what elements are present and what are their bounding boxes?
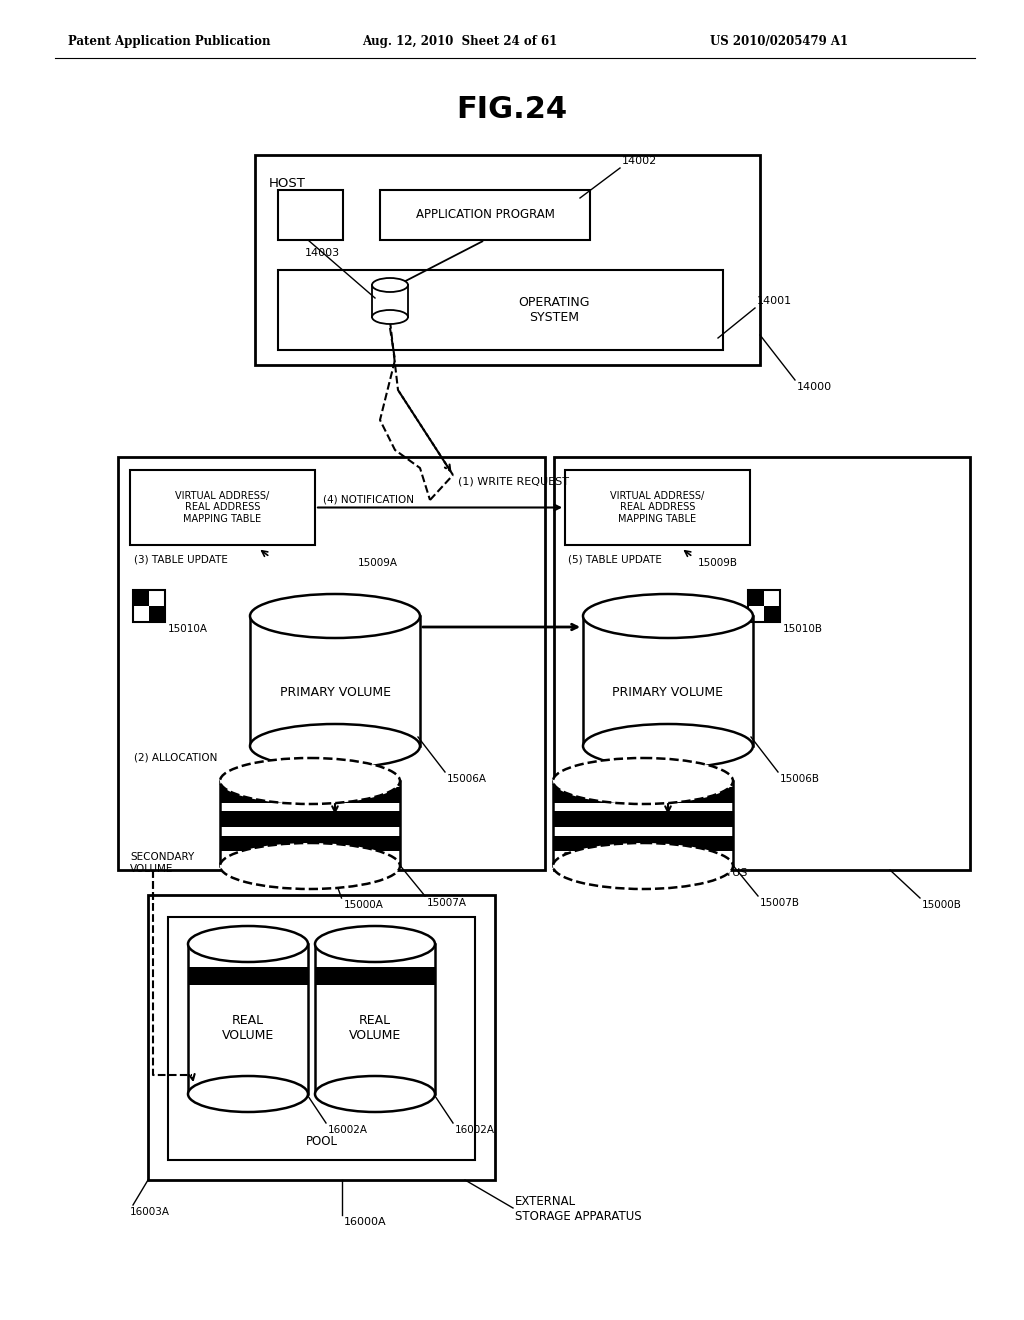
Text: REAL
VOLUME: REAL VOLUME: [222, 1014, 274, 1041]
Text: OPERATING
SYSTEM: OPERATING SYSTEM: [518, 296, 590, 323]
Ellipse shape: [583, 723, 753, 768]
Ellipse shape: [220, 843, 400, 888]
Bar: [278, 190, 343, 240]
Ellipse shape: [250, 723, 420, 768]
Bar: [315, 944, 435, 1094]
Bar: [220, 787, 400, 803]
Text: 15007A: 15007A: [427, 898, 467, 908]
Bar: [553, 781, 733, 866]
Ellipse shape: [188, 1076, 308, 1111]
Bar: [220, 836, 400, 851]
Text: (2) ALLOCATION: (2) ALLOCATION: [134, 752, 217, 762]
Bar: [220, 812, 400, 828]
Text: 14003: 14003: [305, 248, 340, 257]
Ellipse shape: [553, 843, 733, 888]
Text: (4) NOTIFICATION: (4) NOTIFICATION: [323, 495, 414, 504]
Text: VIRTUAL ADDRESS/
REAL ADDRESS
MAPPING TABLE: VIRTUAL ADDRESS/ REAL ADDRESS MAPPING TA…: [610, 491, 705, 524]
Text: STORAGE APPARATUS: STORAGE APPARATUS: [234, 869, 354, 878]
Bar: [553, 812, 733, 828]
Text: EXTERNAL
STORAGE APPARATUS: EXTERNAL STORAGE APPARATUS: [515, 1195, 642, 1224]
Bar: [764, 606, 780, 622]
Bar: [118, 457, 545, 870]
Text: Aug. 12, 2010  Sheet 24 of 61: Aug. 12, 2010 Sheet 24 of 61: [362, 36, 557, 49]
Bar: [315, 966, 435, 985]
Bar: [148, 895, 495, 1180]
Bar: [188, 966, 308, 985]
Bar: [748, 590, 780, 622]
Text: 15010A: 15010A: [168, 624, 208, 634]
Text: 16000A: 16000A: [343, 1217, 386, 1228]
Ellipse shape: [315, 927, 435, 962]
Ellipse shape: [250, 594, 420, 638]
Bar: [380, 190, 590, 240]
Bar: [150, 606, 165, 622]
Text: 16002A: 16002A: [455, 1125, 495, 1135]
Text: 14002: 14002: [622, 156, 657, 166]
Text: 15010B: 15010B: [783, 624, 823, 634]
Ellipse shape: [220, 758, 400, 804]
Text: 15000A: 15000A: [343, 900, 383, 909]
Text: STORAGE APPARATUS: STORAGE APPARATUS: [627, 869, 748, 878]
Text: 14001: 14001: [757, 296, 793, 306]
Text: REAL
VOLUME: REAL VOLUME: [349, 1014, 401, 1041]
Text: Patent Application Publication: Patent Application Publication: [68, 36, 270, 49]
Text: (1) WRITE REQUEST: (1) WRITE REQUEST: [458, 477, 569, 487]
Ellipse shape: [553, 758, 733, 804]
Text: 16002A: 16002A: [328, 1125, 368, 1135]
Bar: [748, 590, 764, 606]
Text: 15006A: 15006A: [447, 774, 487, 784]
Ellipse shape: [315, 1076, 435, 1111]
Text: POOL: POOL: [305, 1135, 338, 1148]
Text: PRIMARY VOLUME: PRIMARY VOLUME: [612, 685, 724, 698]
Text: VIRTUAL ADDRESS/
REAL ADDRESS
MAPPING TABLE: VIRTUAL ADDRESS/ REAL ADDRESS MAPPING TA…: [175, 491, 269, 524]
Text: 15006B: 15006B: [780, 774, 820, 784]
Bar: [565, 470, 750, 545]
Text: (5) TABLE UPDATE: (5) TABLE UPDATE: [568, 554, 662, 565]
Text: 15009B: 15009B: [698, 558, 738, 568]
Text: US 2010/0205479 A1: US 2010/0205479 A1: [710, 36, 848, 49]
Bar: [278, 271, 723, 350]
Ellipse shape: [372, 310, 408, 323]
Text: 15007B: 15007B: [760, 898, 800, 908]
Text: (3) TABLE UPDATE: (3) TABLE UPDATE: [134, 554, 228, 565]
Bar: [250, 616, 420, 746]
Bar: [220, 781, 400, 866]
Bar: [554, 457, 970, 870]
Bar: [188, 944, 308, 1094]
Bar: [372, 285, 408, 317]
Text: 15000B: 15000B: [922, 900, 962, 909]
Ellipse shape: [188, 927, 308, 962]
Text: 14000: 14000: [797, 381, 833, 392]
Ellipse shape: [583, 594, 753, 638]
Text: 16003A: 16003A: [130, 1206, 170, 1217]
Text: PRIMARY VOLUME: PRIMARY VOLUME: [280, 685, 390, 698]
Bar: [133, 590, 165, 622]
Ellipse shape: [372, 279, 408, 292]
Bar: [553, 836, 733, 851]
Text: SECONDARY
VOLUME: SECONDARY VOLUME: [562, 851, 627, 874]
Text: SECONDARY
VOLUME: SECONDARY VOLUME: [130, 851, 195, 874]
Bar: [255, 154, 760, 366]
Text: FIG.24: FIG.24: [457, 95, 567, 124]
Text: HOST: HOST: [269, 177, 306, 190]
Bar: [133, 590, 150, 606]
Text: 15009A: 15009A: [358, 558, 398, 568]
Text: APPLICATION PROGRAM: APPLICATION PROGRAM: [416, 209, 554, 222]
Bar: [583, 616, 753, 746]
Bar: [130, 470, 315, 545]
Bar: [553, 787, 733, 803]
Bar: [168, 917, 475, 1160]
